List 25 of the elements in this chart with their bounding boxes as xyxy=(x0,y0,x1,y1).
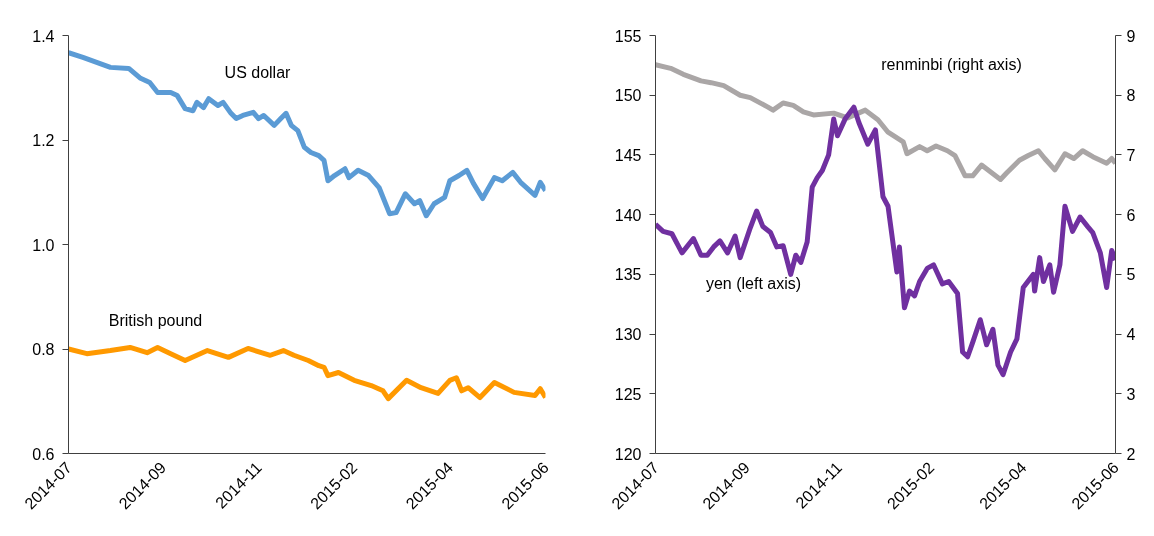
y2-tick-label: 6 xyxy=(1126,206,1136,224)
y-tick-label: 155 xyxy=(614,27,642,45)
y2-tick-label: 8 xyxy=(1126,87,1136,105)
y2-tick-label: 2 xyxy=(1126,445,1136,463)
series-label: US dollar xyxy=(224,64,292,81)
y-tick-label: 120 xyxy=(614,445,642,463)
y-tick-label: 1.0 xyxy=(32,236,55,254)
y2-tick-label: 7 xyxy=(1126,146,1136,164)
series-label: British pound xyxy=(108,312,203,329)
y-tick-label: 0.8 xyxy=(32,341,55,358)
y2-tick-label: 3 xyxy=(1126,385,1136,403)
y2-tick-label: 9 xyxy=(1126,27,1136,45)
y-tick-label: 140 xyxy=(614,206,642,224)
series-label: yen (left axis) xyxy=(705,275,802,292)
y-tick-label: 145 xyxy=(614,146,642,164)
y-tick-label: 1.2 xyxy=(32,132,55,149)
y-tick-label: 150 xyxy=(614,87,642,105)
y2-tick-label: 5 xyxy=(1126,266,1136,284)
y-tick-label: 125 xyxy=(614,385,642,403)
y-tick-label: 1.4 xyxy=(32,27,55,45)
y-tick-label: 135 xyxy=(614,266,642,284)
text: renminbi (right axis) xyxy=(881,56,1022,73)
y-tick-label: 0.6 xyxy=(32,445,55,463)
y2-tick-label: 4 xyxy=(1126,326,1136,344)
y-tick-label: 130 xyxy=(614,326,642,344)
